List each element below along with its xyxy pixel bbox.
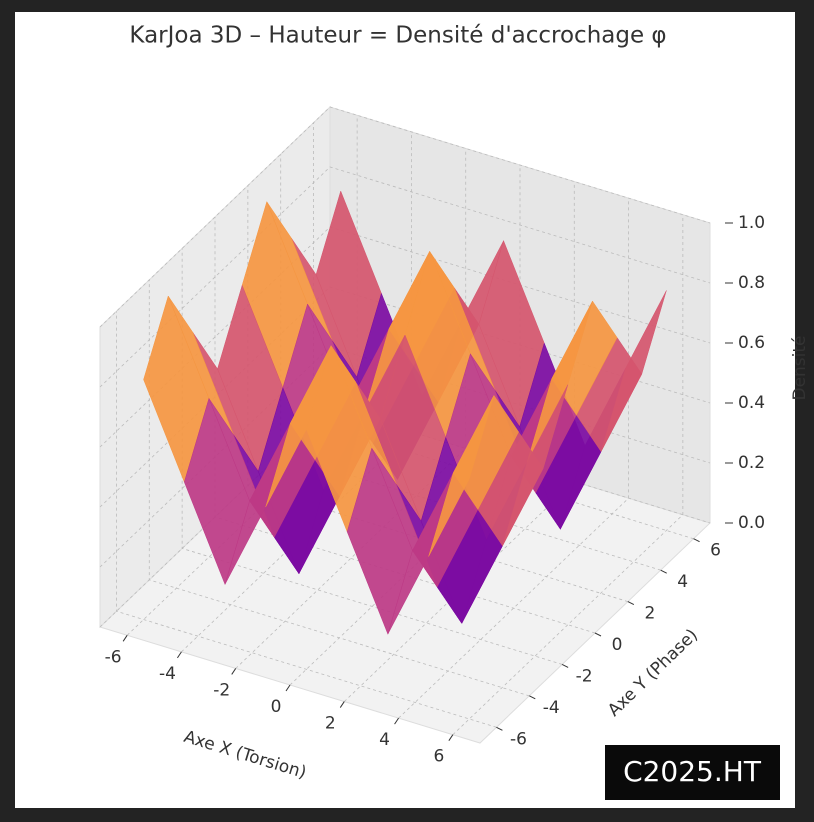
y-tick: [496, 726, 503, 731]
y-tick-label: -6: [510, 729, 527, 749]
z-tick-label: 0.0: [738, 513, 765, 533]
x-tick: [285, 684, 291, 692]
grid-line: [99, 166, 711, 388]
grid-line: [116, 311, 497, 728]
surface-patch: [428, 395, 495, 557]
z-axis-label: Densité: [790, 335, 810, 400]
z-tick-label: 0.2: [738, 453, 765, 473]
y-tick-label: 4: [677, 572, 688, 592]
grid-line: [181, 248, 563, 665]
grid-line: [452, 214, 684, 736]
x-tick: [122, 635, 128, 642]
x-tick-label: -4: [159, 664, 176, 684]
y-tick-label: 6: [710, 541, 721, 561]
z-tick-label: 0.6: [738, 333, 765, 353]
x-tick: [394, 717, 399, 725]
plot-area: -6-4-20246-6-4-202460.00.20.40.60.81.0Ax…: [99, 105, 810, 783]
y-tick: [561, 663, 569, 668]
y-tick-label: 0: [612, 635, 623, 655]
y-tick: [660, 569, 667, 574]
x-tick-label: 2: [325, 714, 336, 734]
y-tick-label: 2: [644, 604, 655, 624]
x-tick: [339, 701, 345, 708]
z-tick-label: 0.8: [738, 273, 765, 293]
watermark: C2025.HT: [623, 755, 762, 788]
y-tick-label: -2: [576, 666, 593, 686]
y-tick: [693, 538, 700, 543]
x-tick-label: 6: [433, 747, 444, 767]
chart-title: KarJoa 3D – Hauteur = Densité d'accrocha…: [129, 23, 666, 49]
y-tick-label: -4: [543, 698, 560, 718]
x-tick-label: 0: [271, 697, 282, 717]
y-tick: [529, 695, 536, 700]
watermark-box: [605, 745, 780, 800]
z-tick-label: 1.0: [738, 213, 765, 233]
x-tick-label: -6: [105, 647, 122, 667]
y-tick: [627, 601, 635, 606]
z-tick-label: 0.4: [738, 393, 765, 413]
x-tick-label: 4: [379, 730, 390, 750]
grid-line: [99, 106, 711, 328]
x-tick-label: -2: [213, 680, 230, 700]
x-tick: [177, 651, 182, 659]
y-tick: [594, 632, 602, 637]
x-tick: [448, 734, 454, 741]
x-tick: [231, 668, 237, 675]
